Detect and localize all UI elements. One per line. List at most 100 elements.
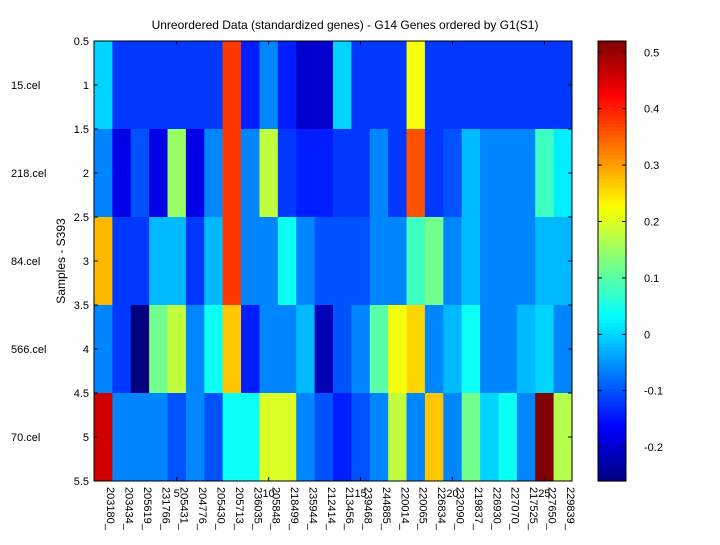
colorbar: -0.2 -0.1 0 0.1 0.2 0.3 0.4 0.5 (597, 40, 663, 482)
colorbar-segment (598, 161, 626, 166)
heatmap-cell (185, 41, 205, 130)
colorbar-segment (598, 446, 626, 451)
heatmap-cell (406, 393, 426, 482)
colorbar-segment (598, 178, 626, 183)
colorbar-segment (598, 243, 626, 248)
colorbar-segment (598, 199, 626, 204)
heatmap-cell (204, 217, 224, 306)
colorbar-segment (598, 157, 626, 162)
colorbar-segment (598, 109, 626, 114)
column-label: 226834_ (435, 487, 447, 531)
colorbar-segment (598, 51, 626, 56)
heatmap-cell (516, 217, 536, 306)
colorbar-segment (598, 391, 626, 396)
colorbar-segment (598, 68, 626, 73)
colorbar-segment (598, 336, 626, 341)
heatmap-cell (296, 393, 316, 482)
column-label: 213456_ (343, 487, 355, 531)
heatmap-cell (443, 305, 463, 394)
column-label: 217525_ (527, 487, 539, 531)
heatmap-cell (314, 129, 334, 218)
heatmap-cell (130, 217, 150, 306)
heatmap-cell (406, 305, 426, 394)
heatmap-cell (333, 41, 352, 130)
colorbar-segment (598, 223, 626, 228)
colorbar-segment (598, 82, 626, 87)
heatmap-cell (424, 217, 444, 306)
y-tick-label: 2 (83, 168, 89, 180)
heatmap-cell (535, 305, 555, 394)
heatmap-cell (553, 129, 573, 218)
heatmap-cell (112, 129, 132, 218)
heatmap-cell (204, 305, 224, 394)
heatmap-cell (277, 305, 297, 394)
colorbar-segment (598, 130, 626, 135)
colorbar-segment (598, 65, 626, 70)
heatmap-cell (185, 217, 205, 306)
x-tick-label: 5 (174, 488, 180, 500)
colorbar-segment (598, 436, 626, 441)
colorbar-segment (598, 426, 626, 431)
heatmap-cell (516, 305, 536, 394)
colorbar-segment (598, 350, 626, 355)
heatmap-cell (167, 217, 187, 306)
heatmap-cell (535, 393, 555, 482)
colorbar-segment (598, 137, 626, 142)
heatmap-cell (498, 41, 518, 130)
colorbar-segment (598, 395, 626, 400)
heatmap-cell (351, 305, 371, 394)
heatmap-cell (130, 305, 150, 394)
colorbar-tick-label: 0.2 (644, 217, 659, 229)
row-labels: 15.cel 218.cel 84.cel 566.cel 70.cel (11, 80, 46, 444)
heatmap-cell (424, 41, 444, 130)
colorbar-segment (598, 230, 626, 235)
heatmap-cell (94, 217, 113, 306)
heatmap-cell (296, 129, 316, 218)
heatmap-cell (94, 129, 113, 218)
heatmap-cell (553, 305, 573, 394)
heatmap-cell (222, 217, 242, 306)
heatmap-cell (333, 217, 352, 306)
column-label: 231766_ (159, 487, 171, 531)
colorbar-segment (598, 250, 626, 255)
heatmap-cell (222, 129, 242, 218)
heatmap-cell (535, 129, 555, 218)
heatmap-cell (443, 129, 463, 218)
colorbar-segment (598, 278, 626, 283)
heatmap-cell (369, 41, 389, 130)
colorbar-segment (598, 408, 626, 413)
colorbar-segment (598, 405, 626, 410)
heatmap-cell (351, 41, 371, 130)
colorbar-segment (598, 326, 626, 331)
heatmap-cell (222, 305, 242, 394)
heatmap-cell (204, 41, 224, 130)
colorbar-segment (598, 168, 626, 173)
heatmap-cell (553, 217, 573, 306)
y-axis-label: Samples - S393 (54, 218, 68, 304)
heatmap-cell (314, 217, 334, 306)
colorbar-segment (598, 96, 626, 101)
heatmap-cell (461, 217, 481, 306)
heatmap-cell (480, 217, 499, 306)
heatmap-cell (241, 217, 260, 306)
heatmap-cell (480, 305, 499, 394)
colorbar-segment (598, 89, 626, 94)
colorbar-segment (598, 281, 626, 286)
colorbar-frame (597, 40, 627, 482)
heatmap-cell (461, 305, 481, 394)
heatmap-cell (461, 41, 481, 130)
colorbar-segment (598, 140, 626, 145)
colorbar-segment (598, 456, 626, 461)
colorbar-segment (598, 381, 626, 386)
colorbar-segment (598, 463, 626, 468)
colorbar-segment (598, 312, 626, 317)
colorbar-segment (598, 377, 626, 382)
heatmap-cell (516, 393, 536, 482)
heatmap-cell (112, 393, 132, 482)
heatmap-cell (553, 41, 573, 130)
column-label: 212414_ (325, 487, 337, 531)
column-label: 227650_ (545, 487, 557, 531)
heatmap-cell (112, 41, 132, 130)
column-label: 227070_ (509, 487, 521, 531)
